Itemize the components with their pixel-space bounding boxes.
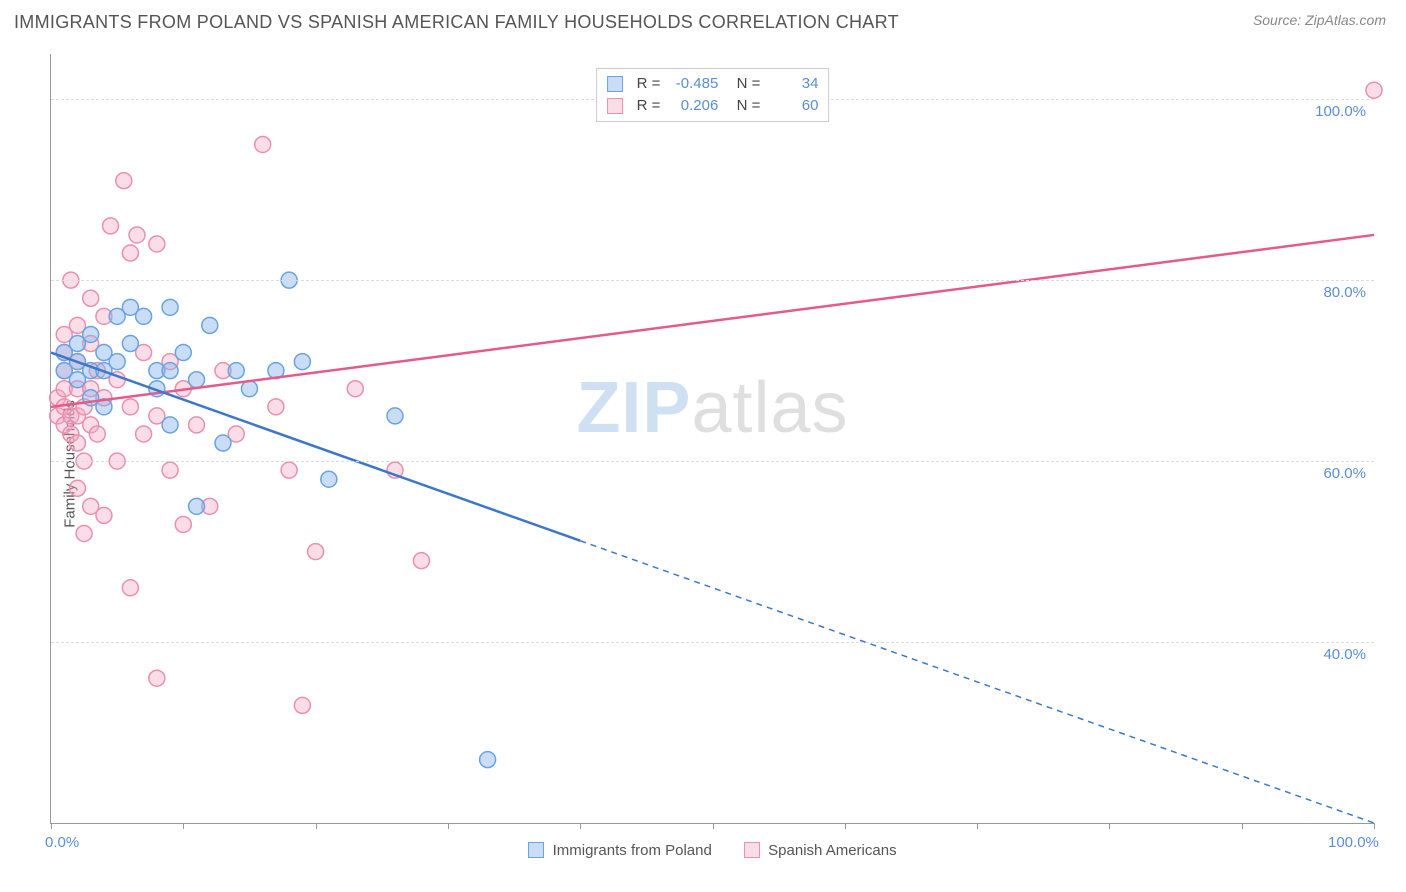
- legend-row-spanish: R = 0.206 N = 60: [607, 95, 819, 117]
- scatter-point: [255, 136, 271, 152]
- y-tick-label: 80.0%: [1323, 284, 1366, 301]
- scatter-point: [268, 399, 284, 415]
- trend-line: [51, 235, 1374, 407]
- scatter-point: [89, 426, 105, 442]
- x-tick: [51, 823, 52, 829]
- scatter-point: [122, 580, 138, 596]
- scatter-point: [1366, 82, 1382, 98]
- scatter-point: [387, 408, 403, 424]
- scatter-point: [96, 345, 112, 361]
- swatch-poland: [607, 76, 623, 92]
- scatter-point: [175, 516, 191, 532]
- chart-title: IMMIGRANTS FROM POLAND VS SPANISH AMERIC…: [14, 12, 899, 33]
- chart-container: Family Households ZIPatlas R = -0.485 N …: [14, 44, 1392, 884]
- y-tick-label: 40.0%: [1323, 646, 1366, 663]
- x-tick: [1109, 823, 1110, 829]
- scatter-point: [321, 471, 337, 487]
- scatter-point: [116, 173, 132, 189]
- scatter-point: [162, 299, 178, 315]
- gridline: [51, 642, 1374, 643]
- series-legend: Immigrants from Poland Spanish Americans: [51, 842, 1374, 859]
- scatter-point: [480, 752, 496, 768]
- scatter-point: [162, 363, 178, 379]
- x-tick: [845, 823, 846, 829]
- x-tick-label: 0.0%: [45, 834, 79, 851]
- scatter-point: [136, 426, 152, 442]
- scatter-point: [162, 462, 178, 478]
- scatter-point: [189, 372, 205, 388]
- scatter-point: [294, 354, 310, 370]
- y-tick-label: 60.0%: [1323, 465, 1366, 482]
- correlation-legend: R = -0.485 N = 34 R = 0.206 N = 60: [596, 68, 830, 122]
- x-tick: [1242, 823, 1243, 829]
- scatter-point: [129, 227, 145, 243]
- x-tick: [1374, 823, 1375, 829]
- gridline: [51, 280, 1374, 281]
- scatter-point: [149, 236, 165, 252]
- scatter-point: [162, 417, 178, 433]
- scatter-point: [122, 336, 138, 352]
- scatter-point: [69, 435, 85, 451]
- scatter-point: [347, 381, 363, 397]
- x-tick: [977, 823, 978, 829]
- trend-line-extrapolated: [580, 541, 1374, 823]
- x-tick: [713, 823, 714, 829]
- x-tick: [183, 823, 184, 829]
- x-tick: [580, 823, 581, 829]
- plot-area: ZIPatlas R = -0.485 N = 34 R = 0.206 N =…: [50, 54, 1374, 824]
- scatter-point: [69, 480, 85, 496]
- scatter-point: [83, 326, 99, 342]
- trend-line: [51, 353, 580, 541]
- scatter-point: [189, 417, 205, 433]
- swatch-poland: [528, 842, 544, 858]
- source-attribution: Source: ZipAtlas.com: [1253, 12, 1386, 28]
- x-tick-label: 100.0%: [1328, 834, 1379, 851]
- chart-header: IMMIGRANTS FROM POLAND VS SPANISH AMERIC…: [0, 0, 1406, 39]
- scatter-point: [281, 462, 297, 478]
- legend-item-poland: Immigrants from Poland: [528, 842, 716, 859]
- scatter-point: [136, 308, 152, 324]
- scatter-point: [149, 670, 165, 686]
- scatter-point: [83, 290, 99, 306]
- y-tick-label: 100.0%: [1315, 103, 1366, 120]
- x-tick: [316, 823, 317, 829]
- scatter-point: [175, 345, 191, 361]
- scatter-point: [96, 507, 112, 523]
- scatter-point: [189, 498, 205, 514]
- gridline: [51, 461, 1374, 462]
- scatter-point: [413, 553, 429, 569]
- scatter-point: [122, 399, 138, 415]
- swatch-spanish: [744, 842, 760, 858]
- scatter-point: [103, 218, 119, 234]
- scatter-point: [308, 544, 324, 560]
- legend-item-spanish: Spanish Americans: [744, 842, 897, 859]
- legend-row-poland: R = -0.485 N = 34: [607, 73, 819, 95]
- scatter-point: [202, 317, 218, 333]
- plot-svg: [51, 54, 1374, 823]
- scatter-point: [294, 697, 310, 713]
- x-tick: [448, 823, 449, 829]
- scatter-point: [76, 525, 92, 541]
- scatter-point: [122, 245, 138, 261]
- swatch-spanish: [607, 98, 623, 114]
- scatter-point: [215, 435, 231, 451]
- scatter-point: [228, 363, 244, 379]
- scatter-point: [241, 381, 257, 397]
